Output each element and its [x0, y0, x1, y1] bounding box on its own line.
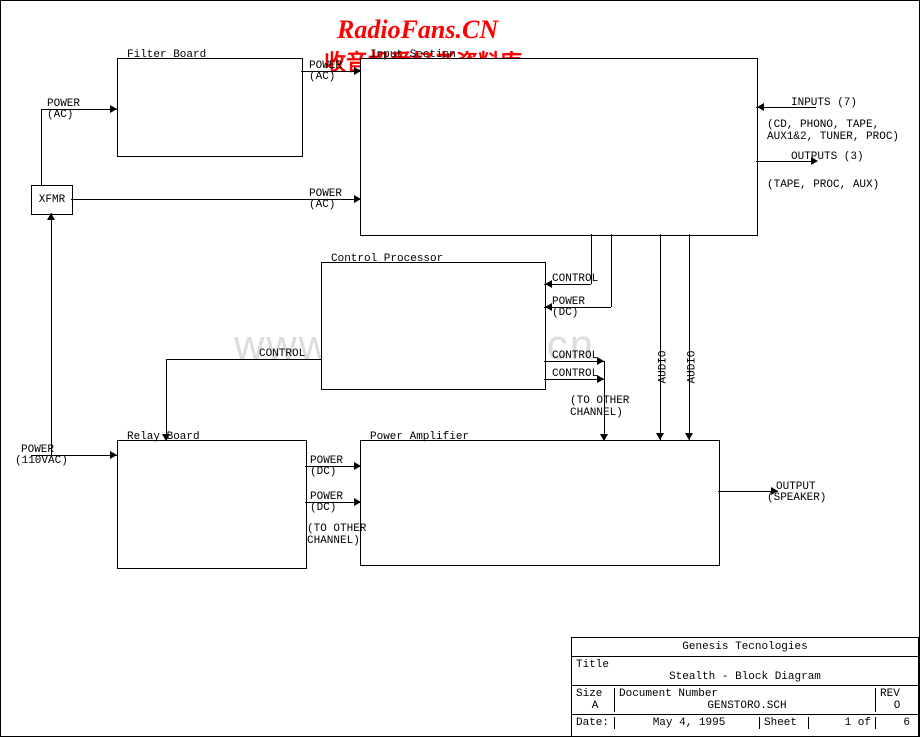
audio-label: AUDIO: [687, 350, 699, 383]
arrow-icon: [354, 195, 361, 203]
outputs-desc: (TAPE, PROC, AUX): [767, 179, 879, 191]
xfmr-title: XFMR: [39, 194, 65, 206]
wire: [166, 359, 167, 441]
filter-board-title: Filter Board: [127, 49, 206, 61]
docnum-val: GENSTORO.SCH: [619, 700, 875, 712]
ac-label: (AC): [309, 199, 335, 211]
control-processor-block: [321, 262, 546, 390]
control-label: CONTROL: [552, 350, 598, 362]
power-amp-block: [360, 440, 720, 566]
size-val: A: [576, 700, 614, 712]
control-processor-title: Control Processor: [331, 253, 443, 265]
to-other-label: (TO OTHER CHANNEL): [307, 523, 366, 547]
dc-label: (DC): [552, 307, 578, 319]
dc-label: (DC): [310, 466, 336, 478]
arrow-icon: [354, 67, 361, 75]
ac-label: (AC): [47, 109, 73, 121]
audio-label: AUDIO: [658, 350, 670, 383]
wire: [611, 234, 612, 307]
wire: [689, 234, 690, 440]
arrow-icon: [545, 280, 552, 288]
arrow-icon: [685, 433, 693, 440]
arrow-icon: [354, 462, 361, 470]
arrow-icon: [656, 433, 664, 440]
input-section-title: Input Section: [370, 49, 456, 61]
to-other-label: (TO OTHER CHANNEL): [570, 395, 629, 419]
wire: [51, 213, 52, 455]
sheet-lbl: Sheet: [759, 717, 808, 729]
diagram-canvas: RadioFans.CN 收音机爱好者资料库 www.radiofans.cn …: [0, 0, 920, 737]
watermark-red-en: RadioFans.CN: [337, 15, 498, 45]
dc-label: (DC): [310, 502, 336, 514]
sheet-total: 6: [875, 717, 914, 729]
filter-board-block: [117, 58, 303, 157]
title-val: Stealth - Block Diagram: [576, 671, 914, 683]
speaker-label: (SPEAKER): [767, 492, 826, 504]
rev-lbl: REV: [880, 688, 914, 700]
size-lbl: Size: [576, 688, 614, 700]
date-lbl: Date:: [576, 717, 614, 729]
inputs-desc: (CD, PHONO, TAPE, AUX1&2, TUNER, PROC): [767, 119, 899, 143]
arrow-icon: [110, 105, 117, 113]
ac-label: (AC): [309, 71, 335, 83]
docnum-lbl: Document Number: [619, 688, 875, 700]
rev-val: O: [880, 700, 914, 712]
arrow-icon: [545, 303, 552, 311]
outputs-label: OUTPUTS (3): [791, 151, 864, 163]
arrow-icon: [600, 434, 608, 441]
date-val: May 4, 1995: [614, 717, 759, 729]
arrow-icon: [354, 498, 361, 506]
wire: [51, 455, 117, 456]
arrow-icon: [162, 434, 170, 441]
sheet-val: 1 of: [808, 717, 875, 729]
wire: [660, 234, 661, 440]
arrow-icon: [47, 213, 55, 220]
arrow-icon: [757, 103, 764, 111]
company-label: Genesis Tecnologies: [572, 638, 918, 656]
power-amp-title: Power Amplifier: [370, 431, 469, 443]
inputs-label: INPUTS (7): [791, 97, 857, 109]
control-label: CONTROL: [259, 348, 305, 360]
title-block: Genesis Tecnologies Title Stealth - Bloc…: [571, 637, 919, 737]
title-lbl: Title: [576, 659, 914, 671]
control-label: CONTROL: [552, 368, 598, 380]
vac-label: (110VAC): [15, 455, 68, 467]
wire: [41, 109, 42, 185]
control-label: CONTROL: [552, 273, 598, 285]
input-section-block: [360, 58, 758, 236]
relay-board-block: [117, 440, 307, 569]
xfmr-block: XFMR: [31, 185, 73, 215]
